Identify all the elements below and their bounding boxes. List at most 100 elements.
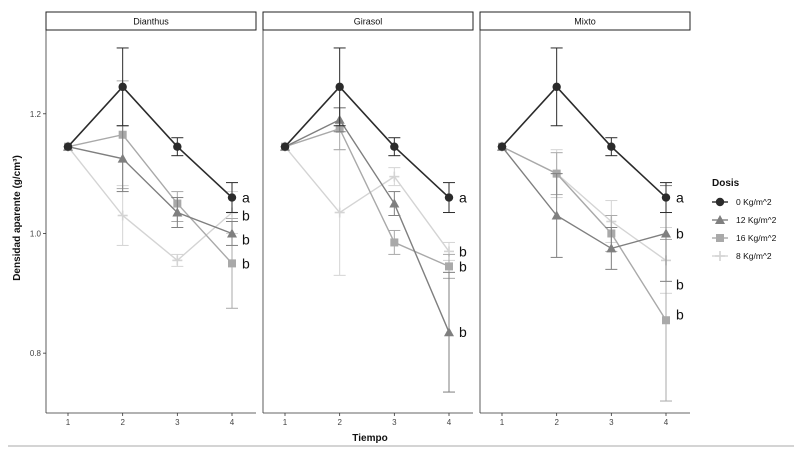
y-axis-title: Densidad aparente (g/cm³) (12, 155, 23, 281)
data-point (389, 198, 400, 208)
data-point (661, 228, 671, 238)
data-point (227, 193, 237, 202)
x-tick-label: 3 (609, 418, 614, 427)
significance-letter: b (676, 225, 684, 241)
data-point (497, 142, 507, 151)
x-tick-label: 4 (664, 418, 669, 427)
data-point (389, 171, 400, 182)
data-point (607, 142, 616, 151)
data-point (63, 142, 73, 151)
x-tick-label: 1 (283, 418, 288, 427)
legend-key-marker (716, 234, 724, 242)
data-point (173, 142, 182, 151)
facet-strip-label: Girasol (354, 17, 383, 27)
series-12-kg (280, 107, 455, 393)
significance-letter: b (459, 324, 467, 340)
series-line (67, 133, 233, 264)
data-point (280, 142, 290, 151)
facet-strip-label: Mixto (574, 17, 596, 27)
series-16-kg (498, 142, 672, 402)
data-point (334, 207, 345, 218)
data-point (662, 316, 670, 325)
legend-item: 0 Kg/m^2 (712, 197, 772, 207)
legend-key-marker (715, 197, 725, 207)
x-tick-label: 2 (554, 418, 559, 427)
legend-key-marker (715, 251, 725, 261)
series-16-kg (281, 107, 455, 279)
facet-strip (479, 11, 691, 31)
data-point (445, 262, 453, 271)
x-tick-label: 3 (175, 418, 180, 427)
legend-label: 8 Kg/m^2 (736, 251, 772, 261)
series-line (284, 85, 450, 199)
data-point (172, 207, 183, 217)
series-line (67, 85, 233, 199)
legend-label: 16 Kg/m^2 (736, 233, 777, 243)
significance-letter: b (242, 231, 250, 247)
data-point (444, 327, 454, 337)
series-8-kg (63, 141, 238, 267)
legend-item: 12 Kg/m^2 (712, 215, 777, 225)
x-tick-label: 4 (447, 418, 452, 427)
data-point (117, 210, 128, 221)
series-16-kg (64, 80, 238, 309)
y-tick-label: 1.0 (30, 229, 42, 238)
data-point (552, 82, 561, 92)
data-point (444, 193, 454, 202)
legend-key-marker (715, 215, 725, 224)
x-tick-label: 2 (337, 418, 342, 427)
legend-title: Dosis (712, 178, 740, 189)
data-point (228, 259, 236, 268)
series-12-kg (63, 125, 238, 246)
series-line (67, 146, 233, 262)
facet-strip-label: Dianthus (133, 17, 169, 27)
y-tick-label: 0.8 (30, 349, 42, 358)
significance-letter: b (242, 255, 250, 271)
legend-item: 8 Kg/m^2 (712, 251, 772, 261)
significance-letter: a (242, 190, 250, 206)
data-point (172, 255, 183, 266)
series-line (67, 146, 233, 235)
x-axis-title: Tiempo (352, 433, 387, 444)
legend-label: 12 Kg/m^2 (736, 215, 777, 225)
data-point (390, 142, 399, 151)
data-point (227, 228, 237, 238)
series-line (284, 127, 450, 268)
series-0-kg (497, 47, 672, 214)
significance-letter: b (459, 243, 467, 259)
series-line (284, 146, 450, 252)
series-0-kg (280, 47, 455, 214)
data-point (117, 153, 128, 163)
x-tick-label: 1 (66, 418, 71, 427)
significance-letter: a (676, 190, 684, 206)
series-12-kg (497, 141, 672, 282)
series-8-kg (280, 141, 455, 276)
series-0-kg (63, 47, 238, 214)
data-point (118, 82, 127, 92)
x-tick-label: 2 (120, 418, 125, 427)
data-point (551, 210, 562, 220)
series-line (284, 118, 450, 333)
legend-label: 0 Kg/m^2 (736, 197, 772, 207)
significance-letter: b (242, 208, 250, 224)
data-point (390, 238, 399, 247)
x-tick-label: 1 (500, 418, 505, 427)
x-tick-label: 3 (392, 418, 397, 427)
significance-letter: a (459, 190, 467, 206)
significance-letter: b (676, 276, 684, 292)
series-line (501, 146, 667, 250)
legend-item: 16 Kg/m^2 (712, 233, 777, 243)
data-point (606, 243, 617, 253)
facet-strip (45, 11, 257, 31)
significance-letter: b (676, 306, 684, 322)
series-line (501, 146, 667, 321)
facet-strip (262, 11, 474, 31)
data-point (335, 82, 344, 92)
x-tick-label: 4 (230, 418, 235, 427)
data-point (661, 193, 671, 202)
